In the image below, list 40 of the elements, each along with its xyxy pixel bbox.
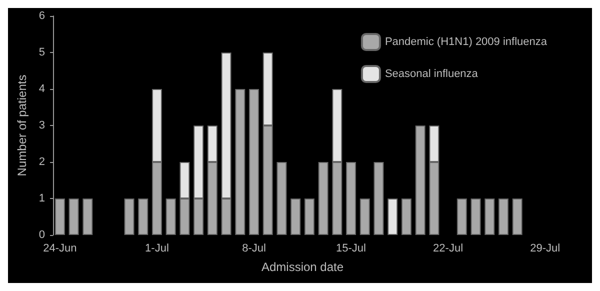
bar: [82, 198, 93, 235]
bar: [360, 198, 370, 235]
bar: [401, 198, 412, 235]
y-tick-label: 6: [38, 10, 46, 22]
bar: [470, 198, 481, 235]
y-tick-label: 5: [38, 46, 46, 58]
y-tick-label: 3: [38, 120, 46, 132]
y-tick-label: 1: [38, 192, 46, 204]
bar: [276, 162, 287, 235]
bar: [512, 198, 522, 235]
x-tick-label: 1-Jul: [145, 242, 169, 254]
bar: [456, 198, 467, 235]
bar: [68, 198, 79, 235]
legend-label: Pandemic (H1N1) 2009 influenza: [384, 36, 548, 48]
bar: [498, 198, 508, 235]
x-tick-label: 24-Jun: [43, 242, 77, 254]
y-tick-label: 4: [38, 83, 46, 95]
x-tick-label: 29-Jul: [530, 242, 560, 254]
bar: [374, 162, 384, 235]
bar: [388, 198, 398, 235]
bar: [484, 198, 495, 235]
bar: [235, 89, 246, 235]
bar: [166, 198, 176, 235]
y-tick-label: 2: [38, 156, 46, 168]
bar: [249, 89, 259, 235]
x-axis-title: Admission date: [261, 260, 344, 274]
bar: [304, 198, 314, 235]
bar: [318, 162, 328, 235]
y-axis-title: Number of patients: [15, 74, 29, 176]
x-tick-label: 15-Jul: [336, 242, 366, 254]
bar: [124, 198, 134, 235]
bar: [346, 162, 356, 235]
x-tick-label: 8-Jul: [242, 242, 266, 254]
bar: [138, 198, 148, 235]
x-tick-label: 22-Jul: [433, 242, 464, 254]
y-tick-label: 0: [38, 229, 46, 241]
bar: [54, 198, 65, 235]
legend-label: Seasonal influenza: [384, 68, 479, 80]
bar: [290, 198, 301, 235]
bar: [415, 126, 426, 235]
